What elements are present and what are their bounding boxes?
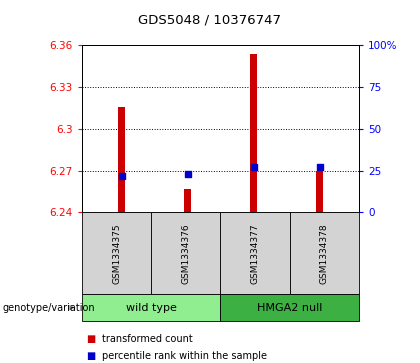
Point <box>184 171 191 177</box>
Bar <box>315 171 323 212</box>
Text: GSM1334375: GSM1334375 <box>112 223 121 284</box>
Text: HMGA2 null: HMGA2 null <box>257 303 323 313</box>
Bar <box>184 189 192 212</box>
Text: percentile rank within the sample: percentile rank within the sample <box>102 351 267 361</box>
Point <box>118 173 125 179</box>
Point <box>250 164 257 170</box>
Text: ■: ■ <box>86 351 95 361</box>
Text: genotype/variation: genotype/variation <box>2 303 95 313</box>
Bar <box>118 107 126 212</box>
Text: wild type: wild type <box>126 303 177 313</box>
Point <box>316 164 323 170</box>
Text: GSM1334376: GSM1334376 <box>181 223 190 284</box>
Text: ■: ■ <box>86 334 95 344</box>
Text: GSM1334377: GSM1334377 <box>251 223 260 284</box>
Text: GSM1334378: GSM1334378 <box>320 223 329 284</box>
Bar <box>249 54 257 212</box>
Text: transformed count: transformed count <box>102 334 193 344</box>
Text: GDS5048 / 10376747: GDS5048 / 10376747 <box>139 13 281 26</box>
